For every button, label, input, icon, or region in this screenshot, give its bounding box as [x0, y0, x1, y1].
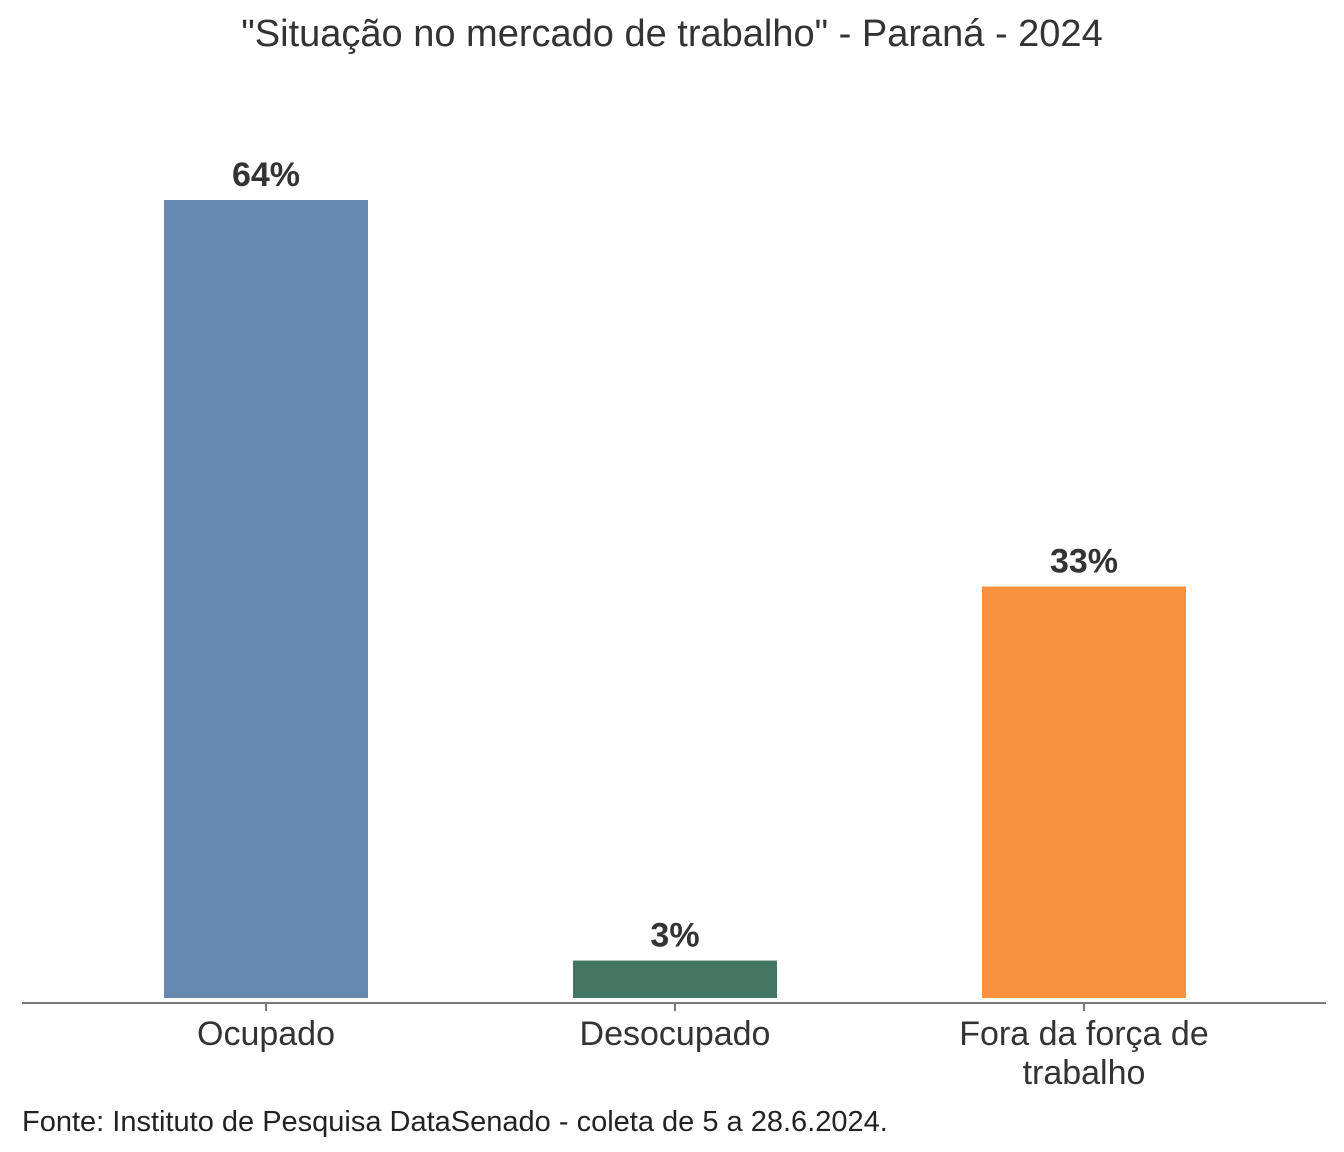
category-label-line: Ocupado: [197, 1015, 335, 1053]
value-label-ocupado: 64%: [232, 156, 300, 194]
category-label-line: Desocupado: [580, 1015, 771, 1053]
source-note: Fonte: Instituto de Pesquisa DataSenado …: [22, 1106, 888, 1138]
category-label-fora-da-forca-de-trabalho: Fora da força de trabalho: [959, 1015, 1208, 1092]
bars-group: [164, 200, 1186, 998]
bar-desocupado: [573, 960, 777, 998]
category-labels-group: Ocupado Desocupado Fora da força de trabalh…: [197, 1015, 1209, 1092]
value-label-fora-da-forca-de-trabalho: 33%: [1050, 543, 1118, 581]
x-ticks-group: [265, 1003, 1085, 1011]
category-label-line: Fora da força de: [959, 1015, 1208, 1053]
category-label-line: trabalho: [1023, 1054, 1146, 1092]
chart-title: "Situação no mercado de trabalho" - Para…: [241, 13, 1102, 55]
category-label-ocupado: Ocupado: [197, 1015, 335, 1053]
category-label-desocupado: Desocupado: [580, 1015, 771, 1053]
value-label-desocupado: 3%: [650, 917, 699, 955]
bar-ocupado: [164, 200, 368, 998]
value-labels-group: 64% 3% 33%: [232, 156, 1118, 955]
bar-fora-da-forca-de-trabalho: [982, 586, 1186, 998]
